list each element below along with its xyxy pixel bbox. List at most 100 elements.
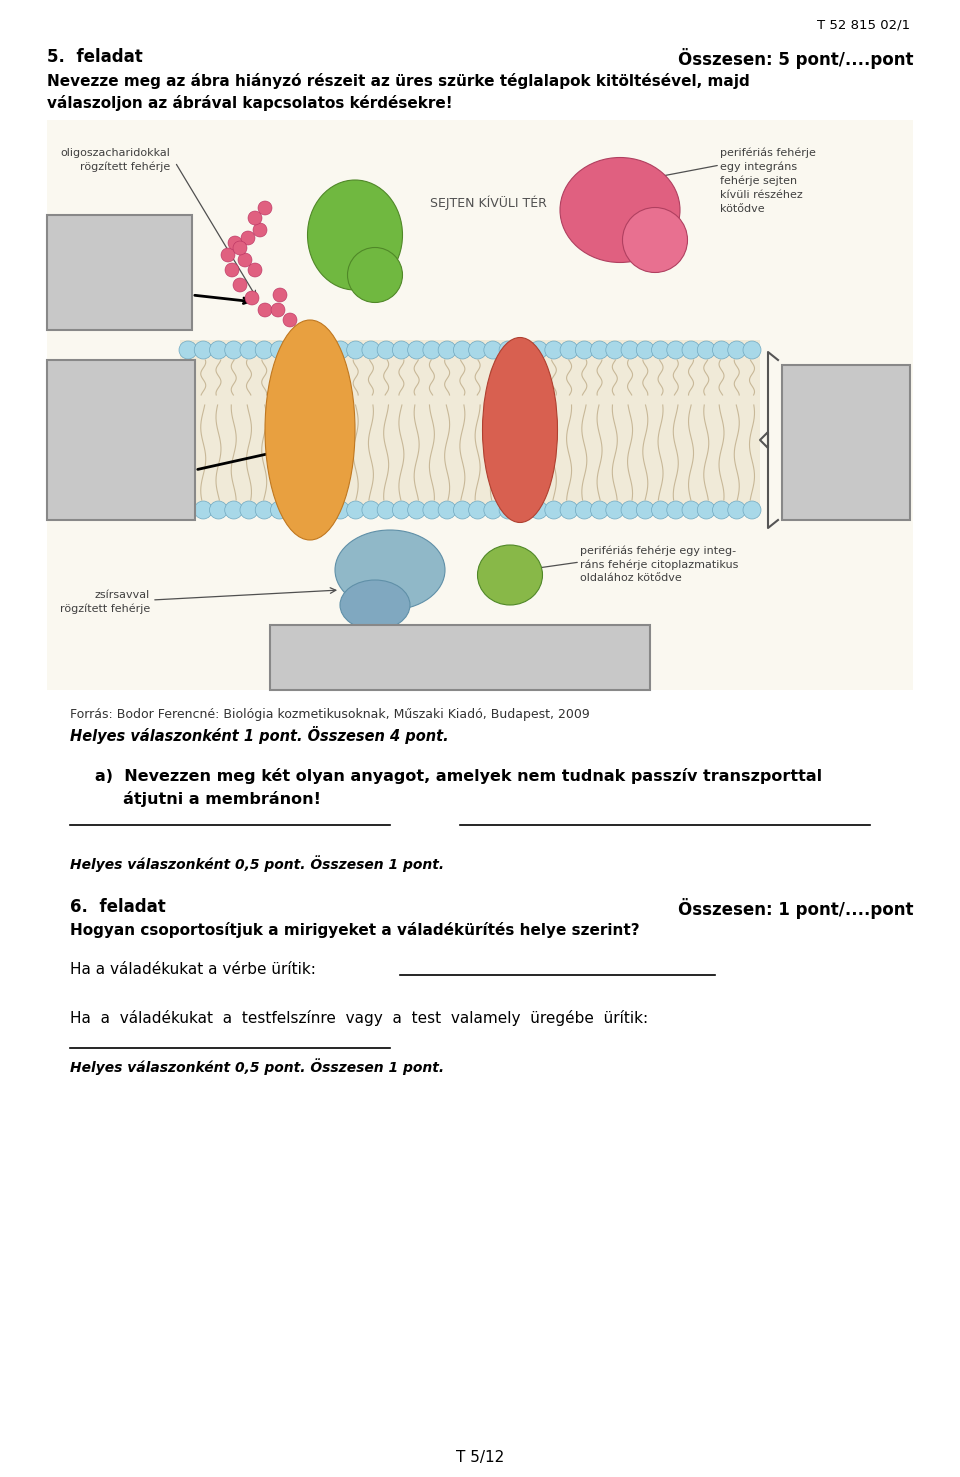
Bar bbox=[47, 120, 913, 690]
Circle shape bbox=[209, 341, 228, 359]
Circle shape bbox=[209, 501, 228, 518]
Circle shape bbox=[248, 211, 262, 225]
Circle shape bbox=[515, 501, 533, 518]
Circle shape bbox=[468, 501, 487, 518]
Circle shape bbox=[560, 501, 578, 518]
Circle shape bbox=[300, 341, 319, 359]
Text: Ha a váladékukat a vérbe ürítik:: Ha a váladékukat a vérbe ürítik: bbox=[70, 962, 316, 976]
Bar bbox=[180, 340, 760, 510]
Circle shape bbox=[728, 341, 746, 359]
Circle shape bbox=[499, 501, 517, 518]
Circle shape bbox=[240, 501, 258, 518]
Ellipse shape bbox=[265, 321, 355, 541]
Circle shape bbox=[271, 341, 288, 359]
Text: 5.  feladat: 5. feladat bbox=[47, 47, 143, 66]
Circle shape bbox=[271, 303, 285, 318]
Circle shape bbox=[408, 341, 425, 359]
Circle shape bbox=[621, 501, 639, 518]
Bar bbox=[270, 625, 650, 690]
Text: Forrás: Bodor Ferencné: Biológia kozmetikusoknak, Műszaki Kiadó, Budapest, 2009: Forrás: Bodor Ferencné: Biológia kozmeti… bbox=[70, 707, 589, 721]
Text: egy integráns: egy integráns bbox=[720, 162, 797, 173]
Circle shape bbox=[393, 341, 411, 359]
Text: fehérje sejten: fehérje sejten bbox=[720, 176, 797, 186]
Circle shape bbox=[179, 341, 197, 359]
Circle shape bbox=[255, 501, 274, 518]
Ellipse shape bbox=[560, 158, 680, 263]
Circle shape bbox=[225, 501, 243, 518]
Circle shape bbox=[241, 230, 255, 245]
Circle shape bbox=[245, 291, 259, 304]
Circle shape bbox=[286, 501, 303, 518]
Bar bbox=[47, 216, 192, 329]
Circle shape bbox=[228, 236, 242, 250]
Circle shape bbox=[377, 501, 396, 518]
Bar bbox=[782, 365, 910, 520]
Circle shape bbox=[438, 341, 456, 359]
Circle shape bbox=[575, 501, 593, 518]
Circle shape bbox=[560, 341, 578, 359]
Text: oldalához kötődve: oldalához kötődve bbox=[580, 573, 682, 583]
Circle shape bbox=[271, 501, 288, 518]
Circle shape bbox=[484, 501, 502, 518]
Circle shape bbox=[347, 341, 365, 359]
Circle shape bbox=[728, 501, 746, 518]
Circle shape bbox=[621, 341, 639, 359]
Text: perifériás fehérje: perifériás fehérje bbox=[720, 148, 816, 158]
Circle shape bbox=[590, 341, 609, 359]
Circle shape bbox=[590, 501, 609, 518]
Circle shape bbox=[545, 341, 563, 359]
Circle shape bbox=[682, 341, 700, 359]
Text: a)  Nevezzen meg két olyan anyagot, amelyek nem tudnak passzív transzporttal: a) Nevezzen meg két olyan anyagot, amely… bbox=[95, 768, 822, 784]
Ellipse shape bbox=[340, 580, 410, 631]
Ellipse shape bbox=[348, 248, 402, 303]
Circle shape bbox=[423, 501, 441, 518]
Circle shape bbox=[283, 313, 297, 326]
Text: kívüli részéhez: kívüli részéhez bbox=[720, 191, 803, 199]
Circle shape bbox=[225, 263, 239, 278]
Text: átjutni a membránon!: átjutni a membránon! bbox=[95, 792, 321, 806]
Text: Hogyan csoportosítjuk a mirigyeket a váladékürítés helye szerint?: Hogyan csoportosítjuk a mirigyeket a vál… bbox=[70, 922, 639, 938]
Circle shape bbox=[515, 341, 533, 359]
Circle shape bbox=[652, 501, 669, 518]
Circle shape bbox=[194, 501, 212, 518]
Circle shape bbox=[438, 501, 456, 518]
Ellipse shape bbox=[483, 338, 558, 523]
Circle shape bbox=[697, 341, 715, 359]
Circle shape bbox=[393, 501, 411, 518]
Circle shape bbox=[286, 341, 303, 359]
Text: Helyes válaszonként 0,5 pont. Összesen 1 pont.: Helyes válaszonként 0,5 pont. Összesen 1… bbox=[70, 1058, 444, 1075]
Ellipse shape bbox=[307, 180, 402, 289]
Circle shape bbox=[697, 501, 715, 518]
Circle shape bbox=[499, 341, 517, 359]
Circle shape bbox=[377, 341, 396, 359]
Circle shape bbox=[255, 341, 274, 359]
Circle shape bbox=[636, 501, 655, 518]
Text: T 5/12: T 5/12 bbox=[456, 1450, 504, 1465]
Circle shape bbox=[362, 341, 380, 359]
Text: Ha  a  váladékukat  a  testfelszínre  vagy  a  test  valamely  üregébe  ürítik:: Ha a váladékukat a testfelszínre vagy a … bbox=[70, 1010, 648, 1027]
Circle shape bbox=[712, 501, 731, 518]
Text: válaszoljon az ábrával kapcsolatos kérdésekre!: válaszoljon az ábrával kapcsolatos kérdé… bbox=[47, 95, 452, 111]
Text: T 52 815 02/1: T 52 815 02/1 bbox=[817, 18, 910, 31]
Circle shape bbox=[530, 341, 547, 359]
Circle shape bbox=[484, 341, 502, 359]
Ellipse shape bbox=[622, 207, 687, 272]
Bar bbox=[47, 360, 195, 520]
Text: Helyes válaszonként 1 pont. Összesen 4 pont.: Helyes válaszonként 1 pont. Összesen 4 p… bbox=[70, 727, 448, 744]
Circle shape bbox=[667, 501, 684, 518]
Circle shape bbox=[221, 248, 235, 261]
Circle shape bbox=[545, 501, 563, 518]
Circle shape bbox=[453, 501, 471, 518]
Circle shape bbox=[273, 288, 287, 301]
Circle shape bbox=[240, 341, 258, 359]
Circle shape bbox=[606, 341, 624, 359]
Circle shape bbox=[258, 201, 272, 216]
Circle shape bbox=[743, 341, 761, 359]
Text: zsírsavval: zsírsavval bbox=[95, 589, 150, 600]
Circle shape bbox=[225, 341, 243, 359]
Circle shape bbox=[468, 341, 487, 359]
Circle shape bbox=[331, 501, 349, 518]
Text: Nevezze meg az ábra hiányzó részeit az üres szürke téglalapok kitöltésével, majd: Nevezze meg az ábra hiányzó részeit az ü… bbox=[47, 72, 750, 89]
Circle shape bbox=[682, 501, 700, 518]
Circle shape bbox=[652, 341, 669, 359]
